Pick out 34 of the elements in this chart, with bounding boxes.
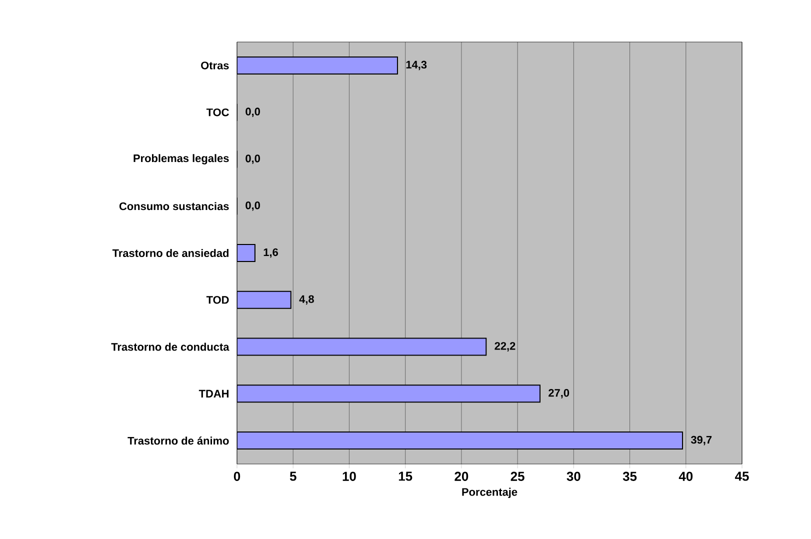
data-label: 0,0 bbox=[246, 201, 260, 211]
x-tick-label: 45 bbox=[735, 472, 749, 481]
y-tick-label: Otras bbox=[201, 62, 229, 70]
bar bbox=[237, 290, 292, 309]
x-tick-label: 5 bbox=[290, 472, 296, 481]
y-tick-label: TOC bbox=[206, 108, 229, 116]
y-tick-label: Trastorno de conducta bbox=[111, 342, 230, 351]
data-label: 14,3 bbox=[406, 60, 427, 70]
x-tick-label: 40 bbox=[678, 472, 693, 481]
bar bbox=[237, 338, 487, 356]
x-tick-label: 0 bbox=[234, 472, 240, 481]
x-axis-title: Porcentaje bbox=[462, 488, 518, 498]
data-label: 4,8 bbox=[299, 295, 314, 305]
x-tick-label: 10 bbox=[342, 472, 356, 481]
data-label: 22,2 bbox=[494, 342, 516, 352]
bar bbox=[237, 56, 398, 74]
data-label: 27,0 bbox=[548, 389, 570, 398]
y-tick-label: Consumo sustancias bbox=[119, 202, 229, 210]
x-tick-label: 20 bbox=[454, 472, 468, 481]
data-label: 0,0 bbox=[246, 154, 260, 164]
y-tick-label: TOD bbox=[206, 296, 229, 304]
data-label: 1,6 bbox=[264, 248, 278, 258]
y-tick-label: TDAH bbox=[198, 390, 228, 398]
x-tick-label: 30 bbox=[566, 472, 580, 481]
y-tick-label: Trastorno de ansiedad bbox=[112, 248, 228, 258]
x-tick-label: 35 bbox=[622, 472, 637, 481]
bar bbox=[237, 432, 684, 450]
data-label: 39,7 bbox=[690, 436, 712, 446]
bar bbox=[237, 384, 540, 403]
data-label: 0,0 bbox=[246, 108, 260, 118]
x-tick-label: 25 bbox=[510, 472, 524, 481]
y-tick-label: Problemas legales bbox=[134, 154, 229, 164]
y-tick-label: Trastorno de ánimo bbox=[128, 436, 229, 445]
x-tick-label: 15 bbox=[398, 472, 412, 481]
